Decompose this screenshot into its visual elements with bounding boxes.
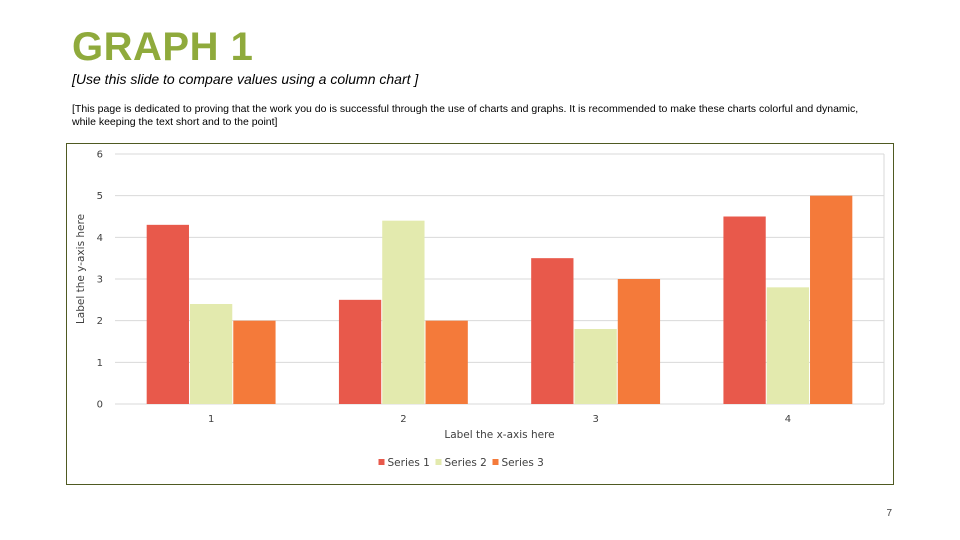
slide-subtitle: [Use this slide to compare values using … bbox=[72, 71, 419, 87]
bar-series2-cat2 bbox=[382, 220, 425, 404]
y-tick-label: 2 bbox=[97, 316, 103, 327]
slide-title: GRAPH 1 bbox=[72, 25, 254, 69]
bar-series3-cat4 bbox=[810, 195, 853, 404]
x-axis-title: Label the x-axis here bbox=[444, 429, 554, 441]
page-number: 7 bbox=[886, 508, 892, 519]
bar-series3-cat3 bbox=[617, 279, 661, 404]
bar-series1-cat2 bbox=[338, 299, 382, 404]
bar-series1-cat1 bbox=[146, 224, 189, 404]
legend-label-series2: Series 2 bbox=[445, 457, 487, 469]
bar-series2-cat3 bbox=[574, 329, 617, 404]
legend-label-series1: Series 1 bbox=[388, 457, 430, 469]
bars bbox=[146, 195, 853, 404]
x-tick-label: 1 bbox=[208, 414, 214, 425]
bar-series2-cat4 bbox=[766, 287, 810, 404]
bar-series1-cat3 bbox=[531, 258, 574, 404]
tick-labels: 0 1 2 3 4 5 6 1 2 3 4 bbox=[97, 150, 791, 426]
legend-swatch-series3 bbox=[492, 459, 499, 465]
x-tick-label: 2 bbox=[400, 414, 406, 425]
slide-description: [This page is dedicated to proving that … bbox=[72, 103, 859, 128]
y-tick-label: 6 bbox=[97, 150, 103, 161]
y-tick-label: 1 bbox=[97, 358, 103, 369]
y-tick-label: 5 bbox=[97, 191, 103, 202]
bar-series3-cat1 bbox=[233, 320, 276, 404]
bar-series1-cat4 bbox=[723, 216, 766, 404]
y-tick-label: 0 bbox=[97, 400, 103, 411]
y-tick-label: 4 bbox=[97, 233, 103, 244]
bar-series3-cat2 bbox=[425, 320, 468, 404]
x-tick-label: 3 bbox=[592, 414, 598, 425]
y-axis-title: Label the y-axis here bbox=[75, 214, 87, 324]
chart-frame: 0 1 2 3 4 5 6 1 2 3 4 Label the x-axis here Label … bbox=[66, 143, 894, 485]
legend-swatch-series1 bbox=[378, 459, 385, 465]
y-tick-label: 3 bbox=[97, 275, 103, 286]
column-chart: 0 1 2 3 4 5 6 1 2 3 4 Label the x-axis here Label … bbox=[75, 150, 885, 469]
legend-label-series3: Series 3 bbox=[502, 457, 544, 469]
x-tick-label: 4 bbox=[785, 414, 791, 425]
legend-swatch-series2 bbox=[435, 459, 442, 465]
legend: Series 1 Series 2 Series 3 bbox=[378, 457, 544, 469]
bar-series2-cat1 bbox=[189, 304, 233, 404]
